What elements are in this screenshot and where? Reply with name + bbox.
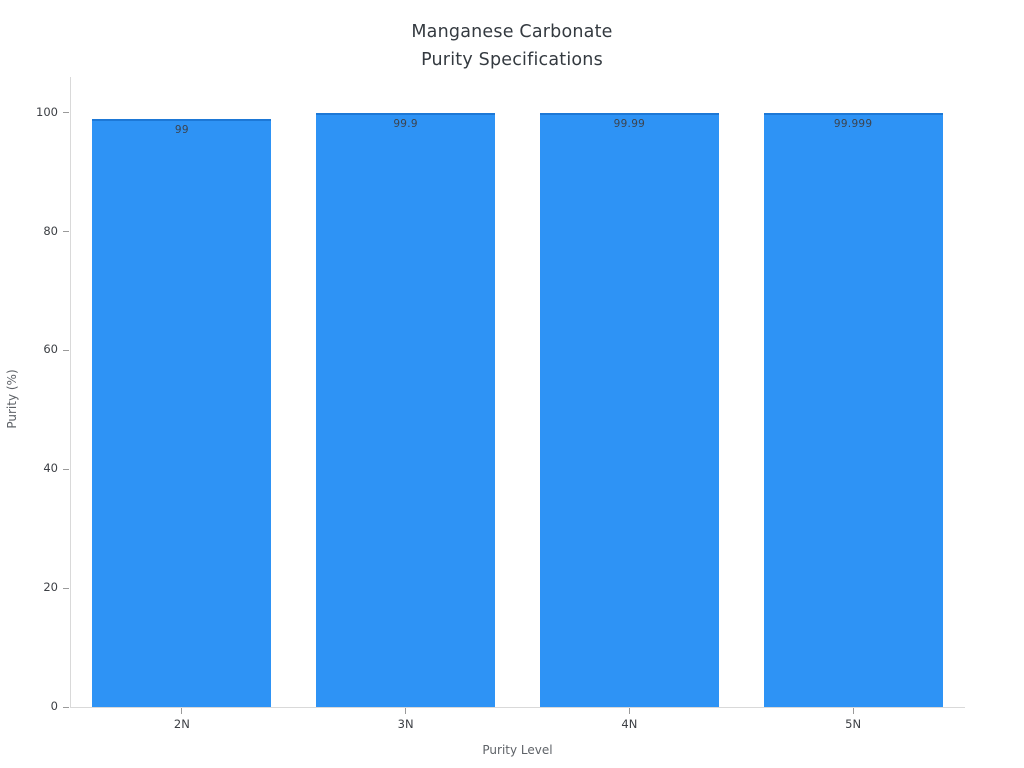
plot-area: 0 20 40 60 80 100 99 2N 99.9 3N 99.99 4N 99.999 5N	[36, 77, 965, 731]
y-tick-label: 80	[43, 223, 58, 238]
y-tick-label: 100	[36, 104, 58, 119]
y-tick-mark	[63, 349, 69, 351]
y-tick-label: 20	[43, 580, 58, 595]
y-tick-label: 60	[43, 342, 58, 357]
x-tick-label: 3N	[397, 717, 414, 731]
chart-title: Manganese Carbonate Purity Specifications	[0, 18, 1024, 74]
y-tick-mark	[63, 587, 69, 589]
x-axis-title: Purity Level	[482, 743, 553, 757]
x-axis-line	[70, 707, 965, 708]
bar-value-label: 99.999	[833, 117, 873, 130]
bar-4N[interactable]	[539, 112, 719, 707]
y-tick-mark	[63, 468, 69, 470]
x-tick-mark	[852, 708, 854, 714]
y-tick-label: 40	[43, 461, 58, 476]
bar-3N[interactable]	[316, 113, 496, 707]
x-tick-label: 5N	[845, 717, 862, 731]
y-tick-mark	[63, 706, 69, 708]
chart-title-line: Manganese Carbonate	[411, 22, 613, 42]
x-tick-label: 2N	[173, 717, 190, 731]
chart-title-line: Purity Specifications	[421, 50, 603, 70]
bar-value-label: 99.99	[613, 117, 646, 130]
y-axis-title: Purity (%)	[5, 369, 19, 429]
x-tick-mark	[181, 708, 183, 714]
x-tick-mark	[628, 708, 630, 714]
bar-2N[interactable]	[92, 118, 272, 707]
bar-value-label: 99	[174, 123, 189, 136]
y-tick-label: 0	[50, 699, 58, 713]
bar-value-label: 99.9	[393, 118, 418, 131]
bar-5N[interactable]	[763, 112, 943, 707]
x-tick-label: 4N	[621, 717, 638, 731]
x-tick-mark	[405, 708, 407, 714]
y-tick-mark	[63, 231, 69, 233]
y-axis-line	[70, 77, 71, 707]
y-tick-mark	[63, 112, 69, 114]
